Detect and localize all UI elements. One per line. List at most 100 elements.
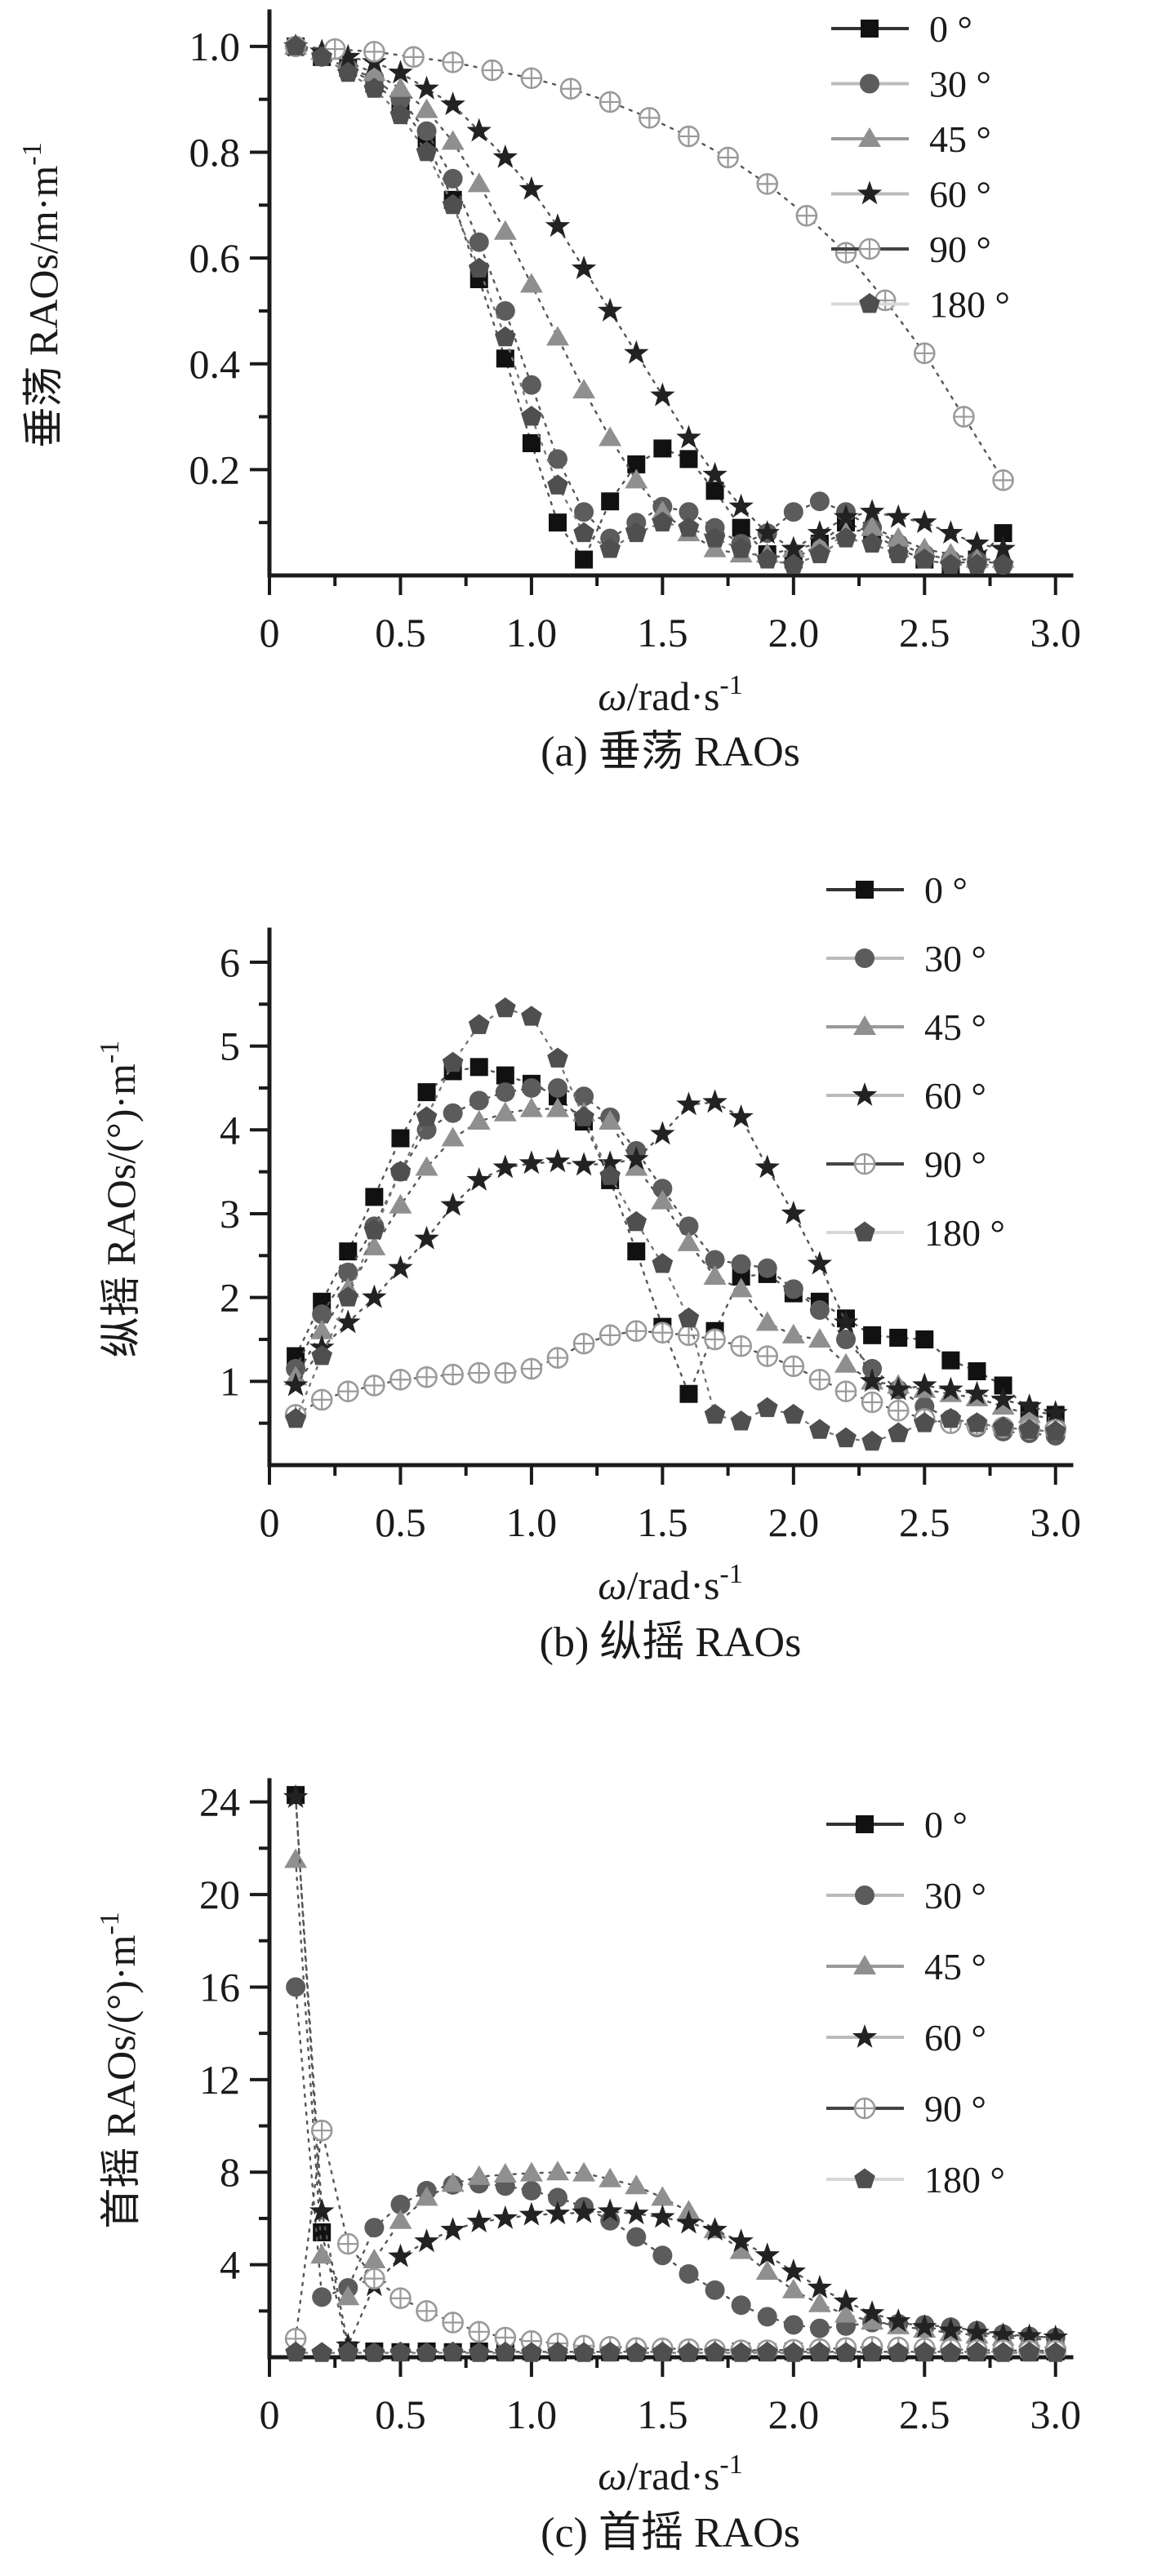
- legend-label: 180 °: [924, 1212, 1005, 1254]
- pentagon-marker-icon: [625, 1210, 647, 1232]
- pentagon-marker-icon: [966, 2341, 988, 2362]
- legend-item-30deg: 30 °: [826, 938, 986, 979]
- triangle-marker-icon: [853, 1955, 876, 1974]
- triangle-marker-icon: [1017, 1403, 1041, 1423]
- circle-marker-icon: [574, 502, 594, 522]
- circle-marker-icon: [390, 2194, 411, 2214]
- legend-item-30deg: 30 °: [826, 1875, 986, 1916]
- square-marker-icon: [889, 1328, 908, 1347]
- star-marker-icon: [964, 1380, 990, 1405]
- circle-marker-icon: [679, 2263, 699, 2284]
- triangle-marker-icon: [677, 2200, 701, 2220]
- star-marker-icon: [807, 1250, 833, 1275]
- x-axis-label: ω/rad·s-1: [598, 1559, 742, 1608]
- pentagon-marker-icon: [835, 1427, 857, 1448]
- legend-item-45deg: 45 °: [826, 1006, 986, 1048]
- triangle-marker-icon: [703, 1264, 727, 1285]
- legend-label: 90 °: [924, 1144, 986, 1185]
- pentagon-marker-icon: [730, 1410, 752, 1431]
- triangle-marker-icon: [389, 2209, 412, 2229]
- triangle-marker-icon: [651, 500, 674, 521]
- pentagon-marker-icon: [573, 2342, 594, 2362]
- series-60deg: [283, 1089, 1068, 1424]
- legend-label: 45 °: [929, 118, 991, 160]
- triangle-marker-icon: [625, 469, 648, 489]
- square-marker-icon: [391, 1129, 410, 1148]
- x-tick-label: 2.0: [768, 1499, 820, 1545]
- star-marker-icon: [728, 493, 754, 517]
- circle-marker-icon: [626, 2227, 647, 2247]
- yaw-rao-chart: 4 8 12 16 20 24 0 0.5 1.0 1.5 2.0 2.5 3.0 0 ° 30 ° 45 °…: [95, 1778, 1081, 2556]
- star-marker-icon: [388, 2243, 413, 2267]
- circle-marker-icon: [548, 1077, 568, 1098]
- y-tick-label: 24: [199, 1779, 240, 1825]
- legend: 0 ° 30 ° 45 ° 60 ° 90 ° 180 °: [826, 1804, 1005, 2201]
- star-marker-icon: [852, 1082, 878, 1106]
- circle-marker-icon: [495, 300, 515, 321]
- circle-marker-icon: [443, 1103, 463, 1123]
- triangle-marker-icon: [651, 2186, 674, 2206]
- star-marker-icon: [466, 2209, 492, 2233]
- circle-marker-icon: [860, 73, 879, 94]
- star-marker-icon: [912, 1372, 937, 1397]
- series-line-0deg: [294, 45, 1004, 566]
- pentagon-marker-icon: [521, 406, 542, 426]
- triangle-marker-icon: [572, 2161, 596, 2182]
- circle-marker-icon: [521, 375, 541, 395]
- star-marker-icon: [859, 2300, 885, 2325]
- triangle-marker-icon: [363, 1236, 386, 1256]
- pentagon-marker-icon: [861, 1430, 883, 1451]
- star-marker-icon: [283, 1372, 309, 1397]
- star-marker-icon: [781, 1201, 806, 1224]
- circle-marker-icon: [495, 1082, 515, 1103]
- x-axis-label: ω/rad·s-1: [598, 2449, 742, 2498]
- y-tick-label: 12: [199, 2057, 240, 2103]
- circle-marker-icon: [679, 502, 699, 522]
- star-marker-icon: [624, 1146, 649, 1170]
- x-tick-label: 3.0: [1030, 2392, 1081, 2437]
- circle-marker-icon: [312, 2287, 332, 2307]
- triangle-marker-icon: [939, 543, 963, 563]
- pentagon-marker-icon: [756, 1397, 778, 1418]
- pentagon-marker-icon: [311, 46, 332, 66]
- pentagon-marker-icon: [442, 2341, 464, 2362]
- circle-marker-icon: [312, 1304, 332, 1325]
- circle-marker-icon: [521, 1077, 541, 1098]
- legend-item-90deg: 90 °: [826, 2088, 986, 2130]
- pentagon-marker-icon: [809, 543, 830, 563]
- star-marker-icon: [1017, 1393, 1042, 1418]
- y-tick-label: 0.2: [189, 446, 241, 492]
- pentagon-marker-icon: [992, 1416, 1014, 1437]
- pentagon-marker-icon: [363, 1219, 385, 1240]
- star-marker-icon: [676, 2210, 701, 2234]
- pentagon-marker-icon: [495, 997, 516, 1018]
- series-line-90deg: [294, 1330, 1057, 1432]
- square-marker-icon: [417, 1083, 436, 1102]
- square-marker-icon: [339, 1242, 358, 1261]
- y-tick-label: 0.4: [189, 341, 241, 387]
- triangle-marker-icon: [310, 1319, 334, 1339]
- circle-marker-icon: [469, 1090, 489, 1111]
- series-line-90deg: [294, 2130, 1057, 2352]
- pentagon-marker-icon: [809, 2341, 830, 2362]
- circle-marker-icon: [757, 2307, 777, 2327]
- star-marker-icon: [624, 2201, 649, 2225]
- star-marker-icon: [857, 180, 883, 205]
- star-marker-icon: [676, 424, 701, 449]
- pentagon-marker-icon: [835, 2342, 857, 2362]
- square-marker-icon: [861, 20, 879, 38]
- heave-rao-chart: 0.2 0.4 0.6 0.8 1.0 0 0.5 1.0 1.5 2.0 2.5 3.0 0 ° 30 …: [17, 8, 1081, 775]
- star-marker-icon: [702, 2217, 728, 2241]
- pentagon-marker-icon: [940, 1408, 962, 1428]
- star-marker-icon: [571, 2199, 597, 2223]
- circle-marker-icon: [731, 1254, 751, 1274]
- triangle-marker-icon: [861, 516, 884, 536]
- star-marker-icon: [492, 2205, 518, 2229]
- pentagon-marker-icon: [547, 474, 568, 495]
- series-0deg: [287, 1786, 1065, 2361]
- pentagon-marker-icon: [914, 2341, 936, 2362]
- tick-group: [250, 44, 1057, 595]
- square-marker-icon: [679, 450, 698, 469]
- star-marker-icon: [518, 1150, 545, 1175]
